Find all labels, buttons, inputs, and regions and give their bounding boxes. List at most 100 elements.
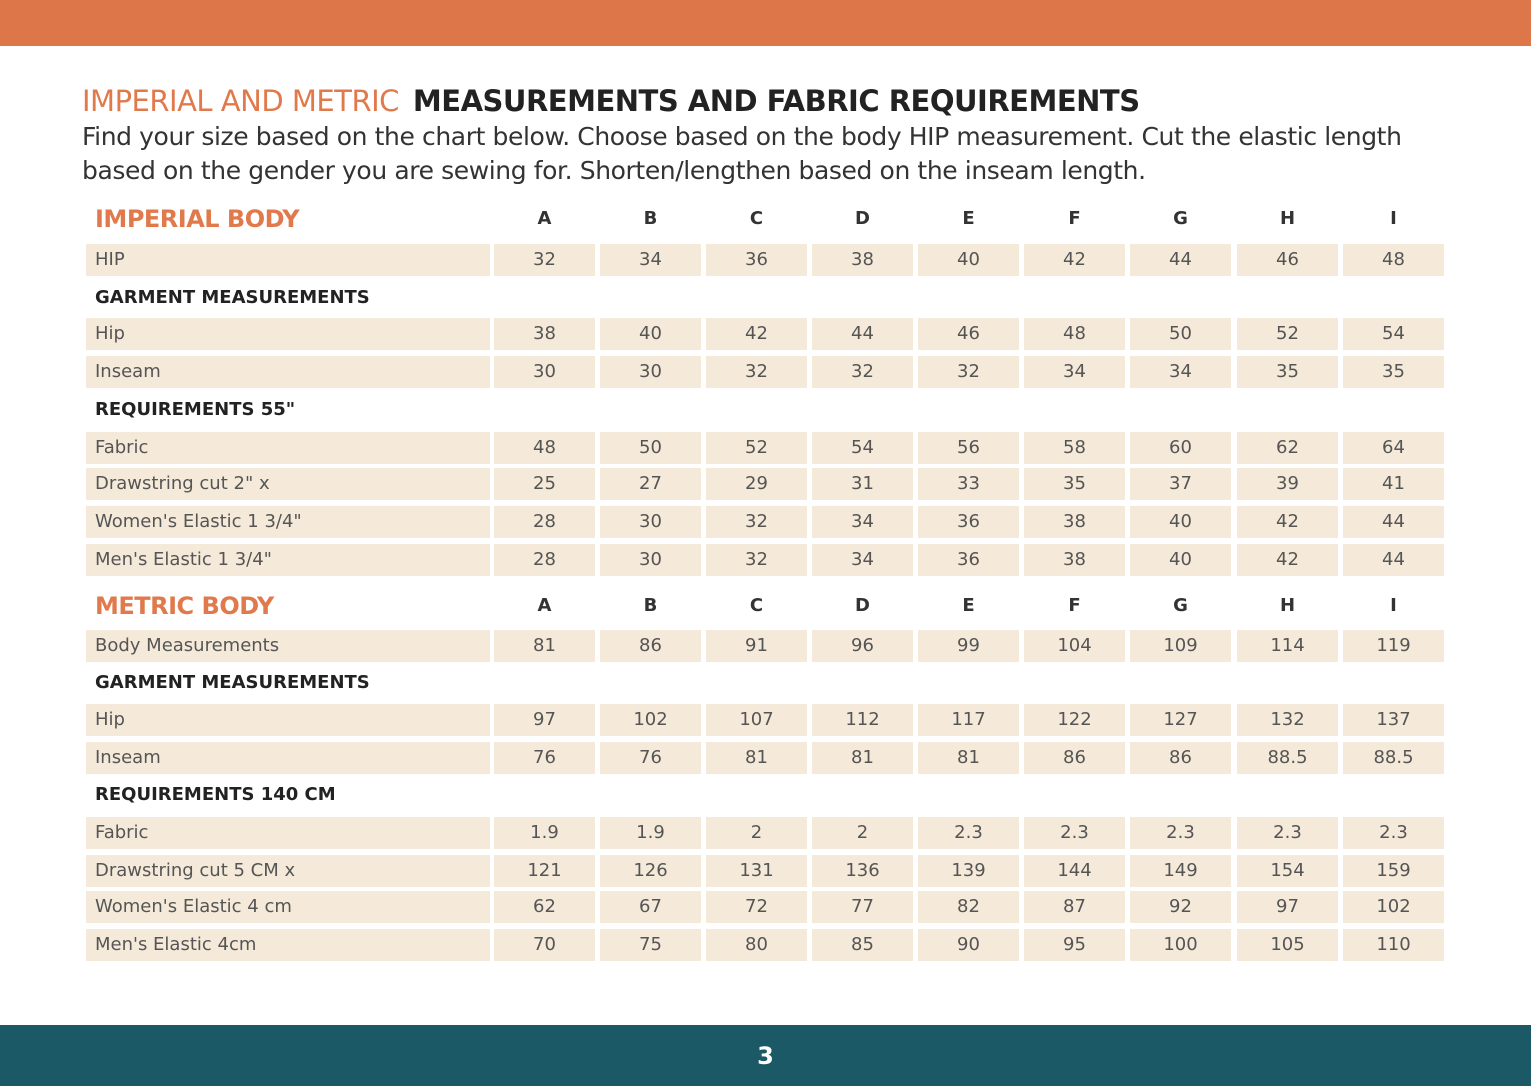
- section-heading: REQUIREMENTS 140 CM: [95, 784, 336, 805]
- table-cell: 38: [494, 318, 595, 350]
- page-number: 3: [757, 1041, 774, 1070]
- table-row: Women's Elastic 4 cm 62 67 72 77 82 87 92 97 102: [86, 891, 1446, 923]
- table-cell: 35: [1237, 356, 1338, 388]
- table-cell: 112: [812, 704, 913, 736]
- table-cell: 28: [494, 506, 595, 538]
- table-cell: 62: [1237, 432, 1338, 464]
- table-cell: 76: [494, 742, 595, 774]
- table-cell: 85: [812, 929, 913, 961]
- table-cell: 99: [918, 630, 1019, 662]
- table-cell: 38: [1024, 544, 1125, 576]
- table-cell: 54: [1343, 318, 1444, 350]
- table-cell: 46: [1237, 244, 1338, 276]
- table-cell: 42: [1237, 544, 1338, 576]
- size-column-header: C: [749, 208, 764, 229]
- table-cell: 154: [1237, 855, 1338, 887]
- table-cell: 95: [1024, 929, 1125, 961]
- table-cell: 110: [1343, 929, 1444, 961]
- table-row: Inseam 30 30 32 32 32 34 34 35 35: [86, 356, 1446, 388]
- table-cell: 80: [706, 929, 807, 961]
- table-cell: 137: [1343, 704, 1444, 736]
- table-row: Men's Elastic 1 3/4" 28 30 32 34 36 38 40 42 44: [86, 544, 1446, 576]
- table-cell: 86: [1130, 742, 1231, 774]
- table-cell: 28: [494, 544, 595, 576]
- table-row: Hip 38 40 42 44 46 48 50 52 54: [86, 318, 1446, 350]
- table-cell: 39: [1237, 468, 1338, 500]
- table-cell: 35: [1024, 468, 1125, 500]
- table-cell: 86: [600, 630, 701, 662]
- table-cell: 30: [494, 356, 595, 388]
- table-cell: 86: [1024, 742, 1125, 774]
- row-label: Women's Elastic 4 cm: [86, 891, 490, 923]
- size-column-header: D: [855, 595, 870, 616]
- row-label: Hip: [86, 704, 490, 736]
- table-cell: 40: [600, 318, 701, 350]
- table-cell: 25: [494, 468, 595, 500]
- table-cell: 29: [706, 468, 807, 500]
- size-column-header: I: [1390, 595, 1397, 616]
- table-cell: 81: [706, 742, 807, 774]
- table-cell: 104: [1024, 630, 1125, 662]
- table-title: IMPERIAL BODY: [95, 205, 300, 233]
- table-cell: 44: [1343, 506, 1444, 538]
- table-cell: 50: [600, 432, 701, 464]
- table-cell: 34: [1024, 356, 1125, 388]
- table-cell: 33: [918, 468, 1019, 500]
- table-row: Drawstring cut 5 CM x 121 126 131 136 139 144 1…: [86, 855, 1446, 887]
- table-cell: 42: [706, 318, 807, 350]
- table-cell: 44: [1343, 544, 1444, 576]
- table-cell: 44: [1130, 244, 1231, 276]
- table-cell: 32: [918, 356, 1019, 388]
- table-cell: 38: [1024, 506, 1125, 538]
- size-column-header: H: [1279, 595, 1296, 616]
- row-label: Drawstring cut 5 CM x: [86, 855, 490, 887]
- size-column-header: I: [1390, 208, 1397, 229]
- table-cell: 30: [600, 544, 701, 576]
- row-label: Inseam: [86, 356, 490, 388]
- table-cell: 102: [1343, 891, 1444, 923]
- size-column-header: E: [962, 208, 975, 229]
- table-row: Women's Elastic 1 3/4" 28 30 32 34 36 38 40 42 44: [86, 506, 1446, 538]
- table-cell: 36: [918, 544, 1019, 576]
- table-cell: 119: [1343, 630, 1444, 662]
- table-cell: 72: [706, 891, 807, 923]
- table-cell: 48: [1343, 244, 1444, 276]
- table-cell: 102: [600, 704, 701, 736]
- table-cell: 105: [1237, 929, 1338, 961]
- title-accent: IMPERIAL AND METRIC: [82, 84, 399, 118]
- table-cell: 50: [1130, 318, 1231, 350]
- table-cell: 75: [600, 929, 701, 961]
- section-heading: GARMENT MEASUREMENTS: [95, 287, 370, 308]
- size-column-header: E: [962, 595, 975, 616]
- table-cell: 2: [812, 817, 913, 849]
- section-heading-row: REQUIREMENTS 140 CM: [86, 779, 1446, 811]
- table-header-row: METRIC BODY A B C D E F G H I: [86, 590, 1446, 622]
- section-heading-row: GARMENT MEASUREMENTS: [86, 282, 1446, 314]
- table-cell: 1.9: [600, 817, 701, 849]
- table-cell: 34: [812, 544, 913, 576]
- table-row: Men's Elastic 4cm 70 75 80 85 90 95 100 105 110: [86, 929, 1446, 961]
- table-row: Drawstring cut 2" x 25 27 29 31 33 35 37 39 41: [86, 468, 1446, 500]
- table-cell: 36: [706, 244, 807, 276]
- table-cell: 117: [918, 704, 1019, 736]
- table-cell: 87: [1024, 891, 1125, 923]
- table-cell: 62: [494, 891, 595, 923]
- table-row: Fabric 48 50 52 54 56 58 60 62 64: [86, 432, 1446, 464]
- row-label: Drawstring cut 2" x: [86, 468, 490, 500]
- table-cell: 77: [812, 891, 913, 923]
- table-cell: 82: [918, 891, 1019, 923]
- table-cell: 56: [918, 432, 1019, 464]
- table-cell: 100: [1130, 929, 1231, 961]
- table-cell: 35: [1343, 356, 1444, 388]
- table-cell: 81: [494, 630, 595, 662]
- table-cell: 58: [1024, 432, 1125, 464]
- table-cell: 107: [706, 704, 807, 736]
- table-cell: 144: [1024, 855, 1125, 887]
- table-cell: 97: [494, 704, 595, 736]
- table-cell: 70: [494, 929, 595, 961]
- section-heading-row: GARMENT MEASUREMENTS: [86, 667, 1446, 699]
- table-cell: 30: [600, 506, 701, 538]
- table-cell: 81: [918, 742, 1019, 774]
- row-label: Women's Elastic 1 3/4": [86, 506, 490, 538]
- table-cell: 60: [1130, 432, 1231, 464]
